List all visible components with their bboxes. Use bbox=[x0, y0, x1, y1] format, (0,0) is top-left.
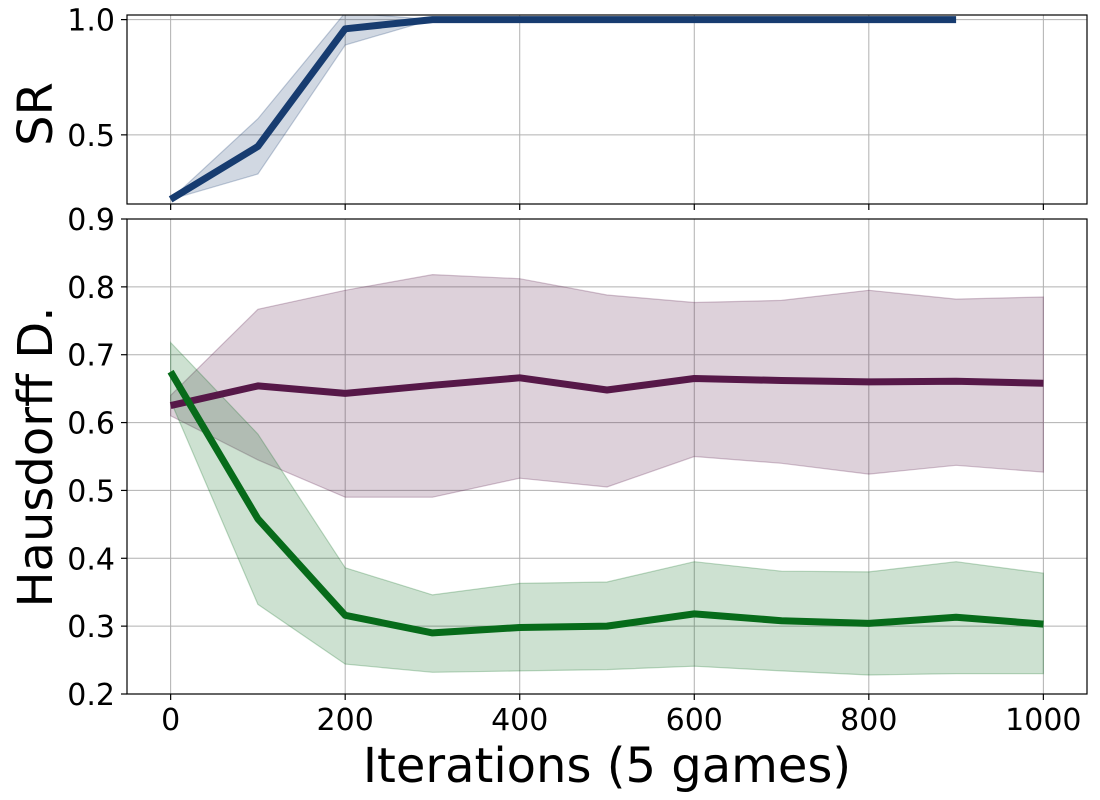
hausdorff-x-tick-label: 400 bbox=[491, 703, 548, 738]
hausdorff-y-tick-label: 0.7 bbox=[67, 339, 115, 374]
hausdorff-y-tick-label: 0.4 bbox=[67, 542, 115, 577]
sr-panel: 0.5 1.0 bbox=[67, 4, 1088, 210]
hausdorff-x-tick-label: 800 bbox=[840, 703, 897, 738]
hausdorff-x-tick-label: 600 bbox=[666, 703, 723, 738]
hausdorff-x-tick-label: 0 bbox=[161, 703, 180, 738]
hausdorff-axes-frame bbox=[126, 218, 1088, 695]
sr-y-axis-label: SR bbox=[8, 82, 64, 146]
hausdorff-plot-area bbox=[167, 273, 1044, 676]
hausdorff-series-0-line bbox=[169, 374, 1044, 410]
hausdorff-x-tick-label: 1000 bbox=[1005, 703, 1081, 738]
hausdorff-y-tick-label: 0.6 bbox=[67, 407, 115, 442]
hausdorff-ticks: 0 200 400 600 800 1000 0.2 0.3 0.4 0.5 0.6 0.7 0.8 0.… bbox=[67, 203, 1081, 738]
hausdorff-y-tick-label: 0.5 bbox=[67, 474, 115, 509]
sr-y-tick-label: 0.5 bbox=[67, 119, 115, 154]
sr-plot-area bbox=[168, 15, 957, 203]
hausdorff-y-axis-label: Hausdorff D. bbox=[8, 306, 64, 607]
hausdorff-series-0-band bbox=[170, 273, 1044, 498]
sr-series-0-line bbox=[168, 16, 957, 203]
hausdorff-y-tick-label: 0.3 bbox=[67, 610, 115, 645]
sr-ticks: 0.5 1.0 bbox=[67, 4, 1044, 210]
hausdorff-panel: 0 200 400 600 800 1000 0.2 0.3 0.4 0.5 0.6 0.7 0.8 0.… bbox=[67, 203, 1088, 738]
hausdorff-series-1-line bbox=[167, 369, 1044, 637]
hausdorff-y-tick-label: 0.9 bbox=[67, 203, 115, 238]
hausdorff-x-tick-label: 200 bbox=[317, 703, 374, 738]
sr-y-tick-label: 1.0 bbox=[67, 4, 115, 39]
sr-axes-frame bbox=[126, 14, 1088, 205]
hausdorff-y-tick-label: 0.2 bbox=[67, 678, 115, 713]
hausdorff-series-1-band bbox=[170, 341, 1044, 676]
hausdorff-y-tick-label: 0.8 bbox=[67, 271, 115, 306]
x-axis-label: Iterations (5 games) bbox=[363, 738, 851, 794]
